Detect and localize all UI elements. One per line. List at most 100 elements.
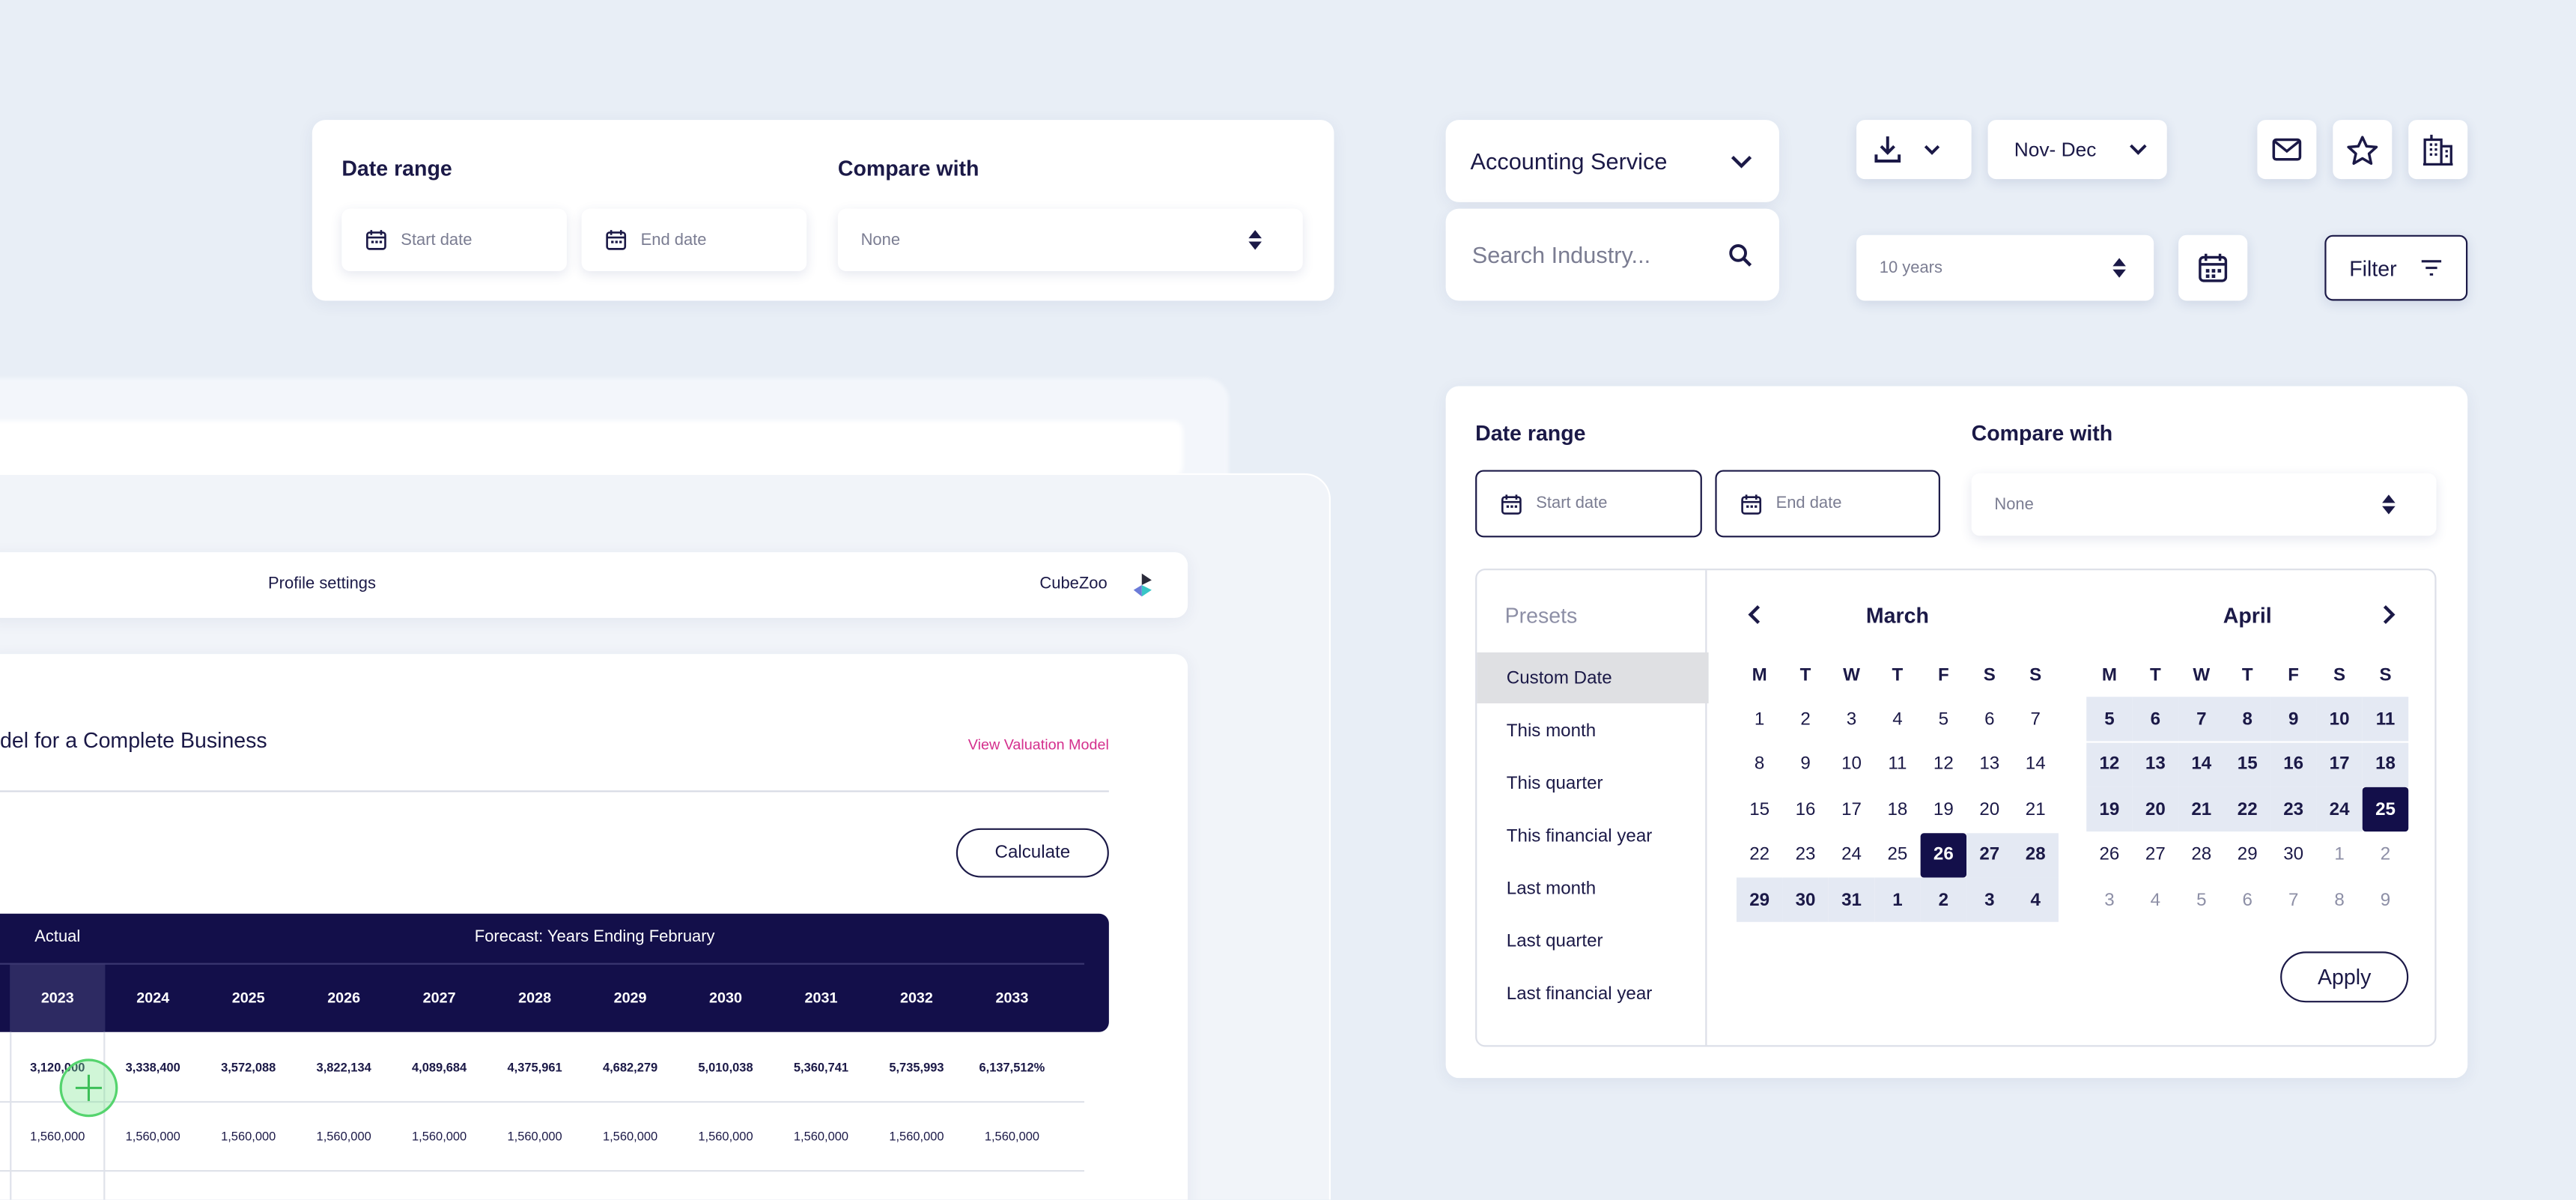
day-cell[interactable]: 2 xyxy=(1920,877,1967,922)
day-cell[interactable]: 1 xyxy=(1754,709,1765,729)
day-cell[interactable]: 2 xyxy=(2380,844,2391,864)
day-cell[interactable]: 17 xyxy=(1841,799,1862,819)
day-cell[interactable]: 11 xyxy=(2362,697,2409,742)
day-cell[interactable]: 23 xyxy=(2270,787,2317,832)
day-cell[interactable]: 9 xyxy=(1800,754,1811,775)
day-cell[interactable]: 25 xyxy=(2362,787,2409,832)
day-cell[interactable]: 13 xyxy=(2132,742,2179,787)
day-cell[interactable]: 7 xyxy=(2030,709,2041,729)
compare-select[interactable]: None xyxy=(1971,473,2437,536)
day-cell[interactable]: 4 xyxy=(1892,709,1903,729)
day-cell[interactable]: 22 xyxy=(1749,844,1770,864)
day-cell[interactable]: 6 xyxy=(2132,697,2179,742)
day-cell[interactable]: 16 xyxy=(1795,799,1816,819)
day-cell[interactable]: 5 xyxy=(1938,709,1949,729)
day-cell[interactable]: 15 xyxy=(1749,799,1770,819)
day-cell[interactable]: 31 xyxy=(1828,877,1875,922)
period-dropdown[interactable]: Nov- Dec xyxy=(1987,120,2167,180)
day-cell[interactable]: 30 xyxy=(1782,877,1829,922)
day-cell[interactable]: 6 xyxy=(2242,889,2253,910)
profile-settings[interactable]: Profile settings xyxy=(268,575,376,593)
filter-button[interactable]: Filter xyxy=(2324,234,2468,301)
day-cell[interactable]: 3 xyxy=(1966,877,2013,922)
day-cell[interactable]: 28 xyxy=(2191,844,2212,864)
day-cell[interactable]: 14 xyxy=(2178,742,2225,787)
day-cell[interactable]: 20 xyxy=(1979,799,2000,819)
day-cell[interactable]: 7 xyxy=(2178,697,2225,742)
day-cell[interactable]: 8 xyxy=(2224,697,2270,742)
day-cell[interactable]: 2 xyxy=(1800,709,1811,729)
day-cell[interactable]: 10 xyxy=(1841,754,1862,775)
download-button[interactable] xyxy=(1856,120,1972,180)
day-cell[interactable]: 19 xyxy=(2086,787,2133,832)
day-cell[interactable]: 4 xyxy=(2012,877,2059,922)
day-cell[interactable]: 5 xyxy=(2196,889,2207,910)
industry-search[interactable]: Search Industry... xyxy=(1445,208,1779,301)
day-cell[interactable]: 24 xyxy=(2316,787,2363,832)
day-cell[interactable]: 26 xyxy=(2099,844,2120,864)
start-date-input[interactable]: Start date xyxy=(1475,470,1702,538)
day-cell[interactable]: 1 xyxy=(2334,844,2345,864)
day-cell[interactable]: 13 xyxy=(1979,754,2000,775)
day-cell[interactable]: 9 xyxy=(2380,889,2391,910)
compare-select[interactable]: None xyxy=(837,208,1303,271)
day-cell[interactable]: 3 xyxy=(1846,709,1857,729)
day-cell[interactable]: 26 xyxy=(1920,832,1967,877)
day-cell[interactable]: 8 xyxy=(1754,754,1765,775)
day-cell[interactable]: 27 xyxy=(2145,844,2166,864)
prev-month-arrow[interactable] xyxy=(1745,603,1764,626)
preset-option[interactable]: This quarter xyxy=(1506,773,1603,793)
day-cell[interactable]: 29 xyxy=(2237,844,2258,864)
calculate-button[interactable]: Calculate xyxy=(956,828,1109,878)
day-cell[interactable]: 18 xyxy=(2362,742,2409,787)
day-cell[interactable]: 16 xyxy=(2270,742,2317,787)
day-cell[interactable]: 15 xyxy=(2224,742,2270,787)
day-cell[interactable]: 20 xyxy=(2132,787,2179,832)
preset-option[interactable]: Last month xyxy=(1506,878,1597,898)
preset-option[interactable]: Last quarter xyxy=(1506,930,1603,951)
day-cell[interactable]: 8 xyxy=(2334,889,2345,910)
preset-option[interactable]: Custom Date xyxy=(1477,652,1709,703)
day-cell[interactable]: 21 xyxy=(2025,799,2046,819)
day-cell[interactable]: 27 xyxy=(1966,832,2013,877)
next-month-arrow[interactable] xyxy=(2379,603,2399,626)
day-cell[interactable]: 30 xyxy=(2283,844,2304,864)
start-date-input[interactable]: Start date xyxy=(341,208,567,271)
day-cell[interactable]: 29 xyxy=(1736,877,1783,922)
day-cell[interactable]: 5 xyxy=(2086,697,2133,742)
day-cell[interactable]: 11 xyxy=(1888,754,1907,775)
day-cell[interactable]: 18 xyxy=(1887,799,1908,819)
day-cell[interactable]: 6 xyxy=(1984,709,1995,729)
day-cell[interactable]: 21 xyxy=(2178,787,2225,832)
end-date-input[interactable]: End date xyxy=(1715,470,1940,538)
day-cell[interactable]: 3 xyxy=(2104,889,2115,910)
day-cell[interactable]: 24 xyxy=(1841,844,1862,864)
favorite-button[interactable] xyxy=(2333,120,2393,180)
apply-button[interactable]: Apply xyxy=(2280,951,2409,1003)
view-model-link[interactable]: View Valuation Model xyxy=(967,736,1109,753)
day-cell[interactable]: 17 xyxy=(2316,742,2363,787)
day-cell[interactable]: 12 xyxy=(2086,742,2133,787)
years-select[interactable]: 10 years xyxy=(1856,234,2154,301)
preset-option[interactable]: This financial year xyxy=(1506,825,1653,846)
end-date-input[interactable]: End date xyxy=(581,208,807,271)
day-cell[interactable]: 28 xyxy=(2012,832,2059,877)
company-button[interactable] xyxy=(2408,120,2468,180)
mail-button[interactable] xyxy=(2257,120,2317,180)
day-cell[interactable]: 14 xyxy=(2025,754,2046,775)
day-cell[interactable]: 7 xyxy=(2288,889,2299,910)
day-cell[interactable]: 23 xyxy=(1795,844,1816,864)
day-cell[interactable]: 10 xyxy=(2316,697,2363,742)
service-dropdown[interactable]: Accounting Service xyxy=(1445,120,1779,202)
day-cell[interactable]: 19 xyxy=(1933,799,1954,819)
day-cell[interactable]: 22 xyxy=(2224,787,2270,832)
preset-option[interactable]: This month xyxy=(1506,721,1597,741)
day-cell[interactable]: 12 xyxy=(1933,754,1954,775)
row-line xyxy=(0,1100,1084,1103)
day-cell[interactable]: 25 xyxy=(1887,844,1908,864)
day-cell[interactable]: 9 xyxy=(2270,697,2317,742)
preset-option[interactable]: Last financial year xyxy=(1506,984,1653,1004)
day-cell[interactable]: 4 xyxy=(2150,889,2161,910)
calendar-button[interactable] xyxy=(2178,234,2248,301)
day-cell[interactable]: 1 xyxy=(1874,877,1921,922)
